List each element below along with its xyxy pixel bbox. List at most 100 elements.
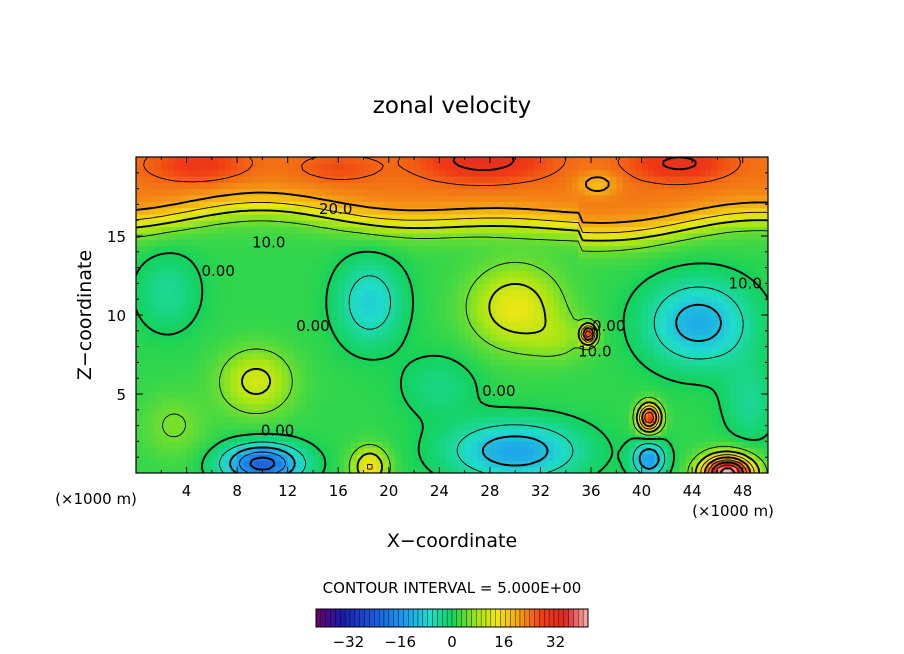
field-cell	[357, 365, 365, 373]
field-cell	[666, 397, 674, 405]
field-cell	[508, 157, 516, 164]
field-cell	[211, 447, 219, 455]
field-cell	[363, 365, 371, 373]
field-cell	[218, 409, 226, 417]
field-cell	[483, 340, 491, 348]
field-cell	[363, 201, 371, 209]
field-cell	[395, 441, 403, 449]
field-cell	[407, 340, 415, 348]
field-cell	[148, 428, 156, 436]
field-cell	[641, 296, 649, 303]
field-cell	[704, 188, 712, 196]
field-cell	[477, 315, 485, 322]
field-cell	[294, 302, 301, 310]
field-cell	[312, 460, 320, 468]
field-cell	[534, 302, 542, 310]
field-cell	[350, 397, 358, 405]
field-cell	[464, 194, 472, 202]
field-cell	[445, 428, 453, 436]
field-cell	[704, 264, 712, 272]
field-cell	[704, 315, 712, 322]
field-cell	[527, 428, 535, 436]
field-cell	[331, 365, 339, 373]
field-cell	[180, 365, 188, 373]
field-cell	[325, 346, 333, 354]
field-cell	[553, 422, 561, 430]
field-cell	[749, 416, 756, 424]
field-cell	[148, 447, 156, 455]
field-cell	[325, 188, 333, 196]
field-cell	[610, 251, 617, 259]
field-cell	[540, 182, 548, 190]
field-cell	[502, 308, 510, 316]
field-cell	[679, 239, 687, 247]
field-cell	[275, 365, 282, 373]
field-cell	[730, 220, 737, 228]
field-cell	[597, 416, 605, 424]
field-cell	[610, 454, 617, 461]
field-cell	[610, 213, 617, 221]
field-cell	[407, 175, 415, 183]
field-cell	[458, 428, 466, 436]
field-cell	[350, 239, 358, 247]
field-cell	[218, 447, 226, 455]
field-cell	[312, 232, 320, 240]
field-cell	[540, 409, 548, 417]
field-cell	[464, 390, 472, 398]
field-cell	[610, 397, 617, 405]
field-cell	[445, 302, 453, 310]
field-cell	[654, 422, 662, 430]
field-cell	[616, 258, 624, 266]
field-cell	[369, 371, 377, 379]
field-cell	[363, 422, 371, 430]
field-cell	[565, 321, 573, 329]
field-cell	[508, 416, 516, 424]
field-cell	[281, 365, 289, 373]
field-cell	[287, 460, 295, 468]
field-cell	[673, 333, 681, 341]
field-cell	[388, 397, 396, 405]
field-cell	[521, 409, 529, 417]
field-cell	[711, 308, 719, 316]
field-cell	[186, 441, 194, 449]
field-cell	[211, 454, 219, 461]
field-cell	[572, 447, 579, 455]
field-cell	[647, 315, 655, 322]
field-cell	[692, 232, 700, 240]
field-cell	[641, 232, 649, 240]
field-cell	[426, 201, 434, 209]
field-cell	[275, 460, 282, 468]
field-cell	[736, 384, 744, 392]
field-cell	[167, 220, 175, 228]
field-cell	[173, 447, 181, 455]
field-cell	[527, 270, 535, 278]
field-cell	[452, 428, 459, 436]
field-cell	[452, 397, 459, 405]
field-cell	[211, 169, 219, 177]
field-cell	[338, 378, 346, 386]
field-cell	[205, 315, 213, 322]
field-cell	[477, 409, 485, 417]
field-cell	[256, 220, 263, 228]
field-cell	[338, 232, 346, 240]
field-cell	[237, 302, 245, 310]
field-cell	[470, 207, 478, 215]
field-cell	[407, 384, 415, 392]
field-cell	[433, 365, 440, 373]
field-cell	[723, 441, 731, 449]
field-cell	[420, 194, 428, 202]
field-cell	[616, 460, 624, 468]
field-cell	[294, 321, 301, 329]
field-cell	[603, 327, 611, 335]
field-cell	[439, 169, 447, 177]
field-cell	[401, 239, 409, 247]
field-cell	[654, 315, 662, 322]
field-cell	[610, 460, 617, 468]
field-cell	[647, 460, 655, 468]
field-cell	[723, 182, 731, 190]
field-cell	[742, 403, 750, 411]
field-cell	[603, 454, 611, 461]
field-cell	[414, 245, 421, 253]
field-cell	[205, 220, 213, 228]
field-cell	[749, 390, 756, 398]
